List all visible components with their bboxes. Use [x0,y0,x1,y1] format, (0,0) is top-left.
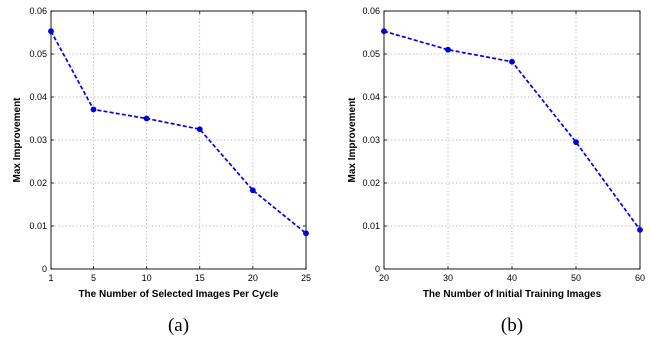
x-tick-label: 20 [379,273,389,283]
y-tick-label: 0.02 [29,178,47,188]
x-axis-label: The Number of Initial Training Images [423,289,602,300]
plot-frame [383,10,641,270]
series-line [50,30,307,234]
x-tick-label: 60 [635,273,645,283]
data-point [509,58,515,65]
x-tick-label: 5 [91,273,96,283]
y-tick-label: 0.01 [362,221,380,231]
data-point [143,115,150,122]
y-tick-label: 0.05 [29,49,47,59]
data-point [637,226,643,233]
x-axis-label: The Number of Selected Images Per Cycle [78,289,279,300]
y-tick-label: 0.02 [362,178,380,188]
y-tick-label: 0.03 [362,135,380,145]
x-tick-label: 25 [301,273,311,283]
y-axis-label: Max Improvement [347,97,358,183]
y-tick-label: 0.06 [362,6,380,16]
data-point [381,28,387,35]
y-tick-label: 0.01 [29,221,47,231]
y-tick-label: 0.06 [29,6,47,16]
x-tick-label: 50 [571,273,581,283]
panel-caption: (a) [168,315,189,336]
y-tick-label: 0.04 [29,92,47,102]
data-point [196,126,203,133]
y-tick-label: 0.05 [362,49,380,59]
y-tick-label: 0 [42,264,47,274]
data-point [48,28,54,35]
x-tick-label: 10 [142,273,152,283]
y-tick-label: 0.04 [362,92,380,102]
x-tick-label: 1 [48,273,53,283]
y-axis-label: Max Improvement [12,97,23,183]
x-tick-label: 20 [248,273,258,283]
data-point [249,187,256,194]
data-point [445,46,451,53]
data-point [573,139,579,146]
chart-panel-b: 20 30 40 50 60 0 0.01 0.02 0.03 0.04 0.05 0.06 The N… [347,6,645,336]
data-point [303,230,309,237]
y-tick-label: 0 [375,264,380,274]
x-tick-label: 30 [443,273,453,283]
y-tick-label: 0.03 [29,135,47,145]
data-point [90,106,97,113]
x-tick-label: 15 [195,273,205,283]
panel-caption: (b) [501,315,523,336]
x-tick-label: 40 [507,273,517,283]
